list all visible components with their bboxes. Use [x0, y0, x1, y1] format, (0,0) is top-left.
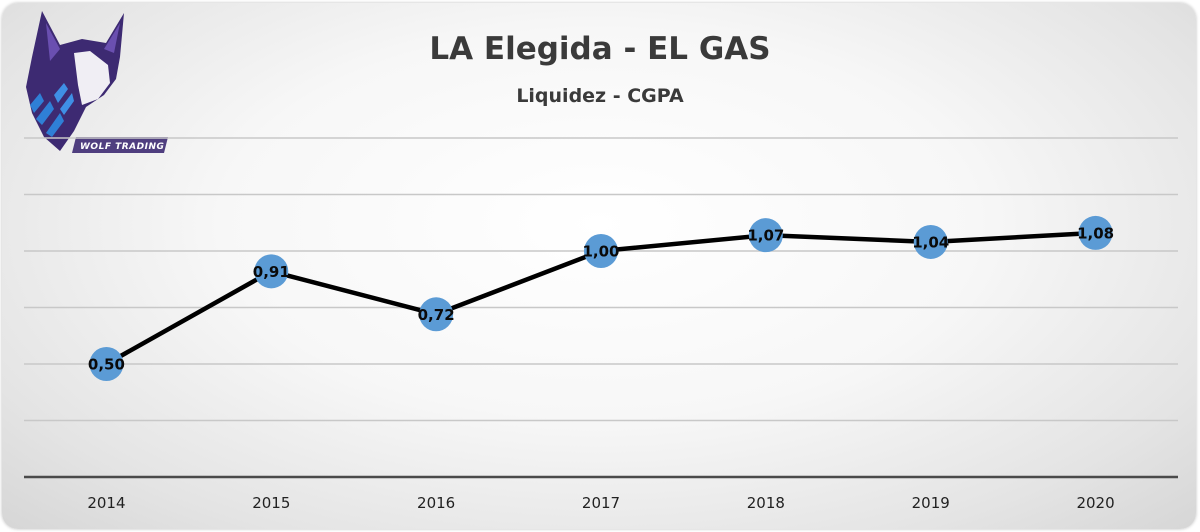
line-chart: WOLF TRADING LA Elegida - EL GAS Liquide… — [24, 11, 1178, 512]
data-point-2015 — [254, 254, 289, 289]
data-point-2019 — [913, 224, 948, 259]
series-markers — [89, 215, 1113, 381]
data-point-2017 — [584, 234, 618, 268]
data-point-2018 — [748, 218, 783, 253]
chart-subtitle: Liquidez - CGPA — [516, 85, 684, 107]
data-label-2015: 0,91 — [253, 263, 290, 281]
data-label-2018: 1,07 — [747, 227, 784, 245]
wolf-logo-ear-icon — [104, 23, 120, 53]
wolf-logo-stripe-icon — [30, 93, 64, 137]
x-tick-label-2015: 2015 — [252, 494, 290, 512]
data-label-2017: 1,00 — [582, 243, 619, 261]
wolf-logo-banner — [72, 137, 168, 153]
wolf-logo-face-icon — [74, 51, 110, 105]
data-point-2020 — [1078, 215, 1113, 250]
gridlines — [24, 137, 1178, 422]
x-tick-label-2017: 2017 — [582, 494, 620, 512]
x-tick-label-2018: 2018 — [747, 494, 785, 512]
x-tick-label-2014: 2014 — [87, 494, 125, 512]
data-labels: 0,50 0,91 0,72 1,00 1,07 1,04 1,08 — [88, 224, 1114, 373]
x-tick-labels: 2014 2015 2016 2017 2018 2019 2020 — [87, 494, 1114, 512]
data-point-2016 — [419, 297, 454, 332]
wolf-logo-ear-icon — [46, 23, 60, 61]
data-label-2014: 0,50 — [88, 356, 125, 374]
data-label-2020: 1,08 — [1077, 224, 1114, 242]
wolf-logo: WOLF TRADING — [26, 11, 168, 153]
data-point-2014 — [89, 347, 124, 381]
x-tick-label-2020: 2020 — [1076, 494, 1114, 512]
chart-title: LA Elegida - EL GAS — [429, 31, 770, 67]
x-tick-label-2016: 2016 — [417, 494, 455, 512]
data-label-2016: 0,72 — [418, 306, 455, 324]
data-label-2019: 1,04 — [912, 233, 949, 251]
wolf-logo-stripe-icon — [54, 83, 74, 115]
x-tick-label-2019: 2019 — [912, 494, 950, 512]
wolf-logo-caption: WOLF TRADING — [80, 142, 164, 152]
chart-card: WOLF TRADING LA Elegida - EL GAS Liquide… — [2, 3, 1196, 529]
